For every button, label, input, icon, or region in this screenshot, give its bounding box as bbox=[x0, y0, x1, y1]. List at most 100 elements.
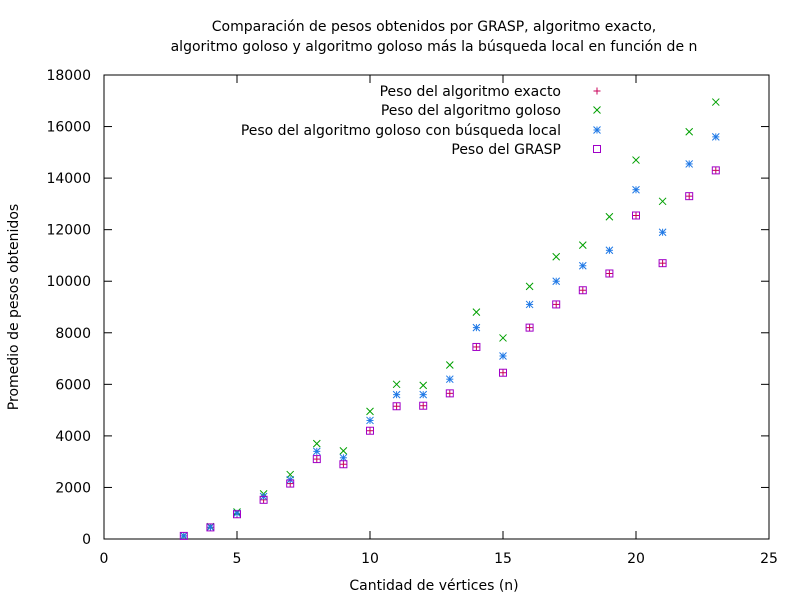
marker-stroke bbox=[286, 479, 295, 488]
data-point bbox=[525, 323, 534, 332]
data-point bbox=[446, 389, 454, 397]
marker-stroke bbox=[472, 308, 481, 317]
data-point bbox=[711, 98, 720, 106]
data-point bbox=[313, 455, 321, 463]
data-point bbox=[552, 252, 561, 261]
marker-stroke bbox=[499, 334, 507, 342]
data-point bbox=[499, 352, 507, 360]
marker-stroke bbox=[605, 212, 614, 221]
data-point bbox=[366, 407, 374, 416]
legend: Peso del algoritmo exacto Peso del algori… bbox=[241, 84, 601, 158]
marker-stroke bbox=[578, 286, 587, 295]
data-point bbox=[552, 300, 560, 308]
legend-label: Peso del algoritmo goloso bbox=[381, 103, 561, 119]
marker-stroke bbox=[419, 381, 428, 390]
marker-stroke bbox=[711, 98, 720, 106]
data-marks bbox=[179, 98, 720, 540]
marker-stroke bbox=[392, 402, 401, 411]
series-4 bbox=[179, 166, 720, 540]
data-point bbox=[525, 300, 534, 309]
data-point bbox=[472, 343, 480, 351]
marker-stroke bbox=[472, 323, 481, 332]
marker-stroke bbox=[552, 252, 561, 261]
data-point bbox=[392, 390, 401, 399]
data-point bbox=[578, 241, 587, 249]
y-tick-label: 16000 bbox=[46, 120, 91, 136]
data-point bbox=[472, 308, 481, 317]
marker-stroke bbox=[339, 446, 348, 455]
marker-stroke bbox=[233, 510, 241, 519]
x-tick-label: 5 bbox=[233, 551, 242, 567]
data-point bbox=[632, 156, 640, 164]
legend-marker bbox=[593, 145, 601, 153]
legend-label: Peso del algoritmo exacto bbox=[380, 84, 561, 100]
data-point bbox=[552, 277, 561, 286]
data-point bbox=[579, 286, 587, 294]
marker-stroke bbox=[605, 269, 614, 278]
axis-ticks: 0 5 10 15 20 25 0 2000 4000 6000 8000 10000 12000 140… bbox=[46, 68, 777, 567]
marker-stroke bbox=[525, 300, 534, 309]
data-point bbox=[339, 460, 347, 468]
data-point bbox=[392, 380, 401, 389]
data-point bbox=[339, 460, 348, 469]
marker-stroke bbox=[632, 211, 640, 220]
series-1 bbox=[180, 166, 720, 540]
data-point bbox=[658, 259, 667, 268]
y-tick-label: 10000 bbox=[46, 274, 91, 290]
marker-stroke bbox=[499, 368, 507, 377]
chart-title-line-2: algoritmo goloso y algoritmo goloso más … bbox=[171, 39, 698, 55]
y-tick-label: 18000 bbox=[46, 68, 91, 84]
marker-stroke bbox=[445, 389, 454, 398]
data-point bbox=[366, 427, 374, 435]
marker-stroke bbox=[632, 156, 640, 164]
data-point bbox=[419, 381, 428, 390]
data-point bbox=[605, 246, 614, 255]
data-point bbox=[179, 531, 188, 540]
data-point bbox=[632, 185, 640, 194]
data-point bbox=[286, 479, 295, 488]
marker-stroke bbox=[312, 455, 321, 464]
data-point bbox=[339, 446, 348, 455]
data-point bbox=[499, 368, 507, 377]
data-point bbox=[685, 127, 694, 136]
data-point bbox=[366, 426, 374, 435]
marker-stroke bbox=[392, 390, 401, 399]
data-point bbox=[206, 523, 215, 532]
marker-stroke bbox=[593, 106, 601, 114]
y-tick-label: 8000 bbox=[55, 326, 91, 342]
marker-stroke bbox=[658, 197, 667, 206]
x-tick-label: 20 bbox=[627, 551, 645, 567]
legend-label: Peso del GRASP bbox=[451, 142, 561, 158]
data-point bbox=[685, 192, 694, 201]
legend-marker bbox=[593, 126, 601, 134]
marker-stroke bbox=[392, 380, 401, 389]
marker-stroke bbox=[259, 495, 268, 504]
data-point bbox=[206, 523, 215, 531]
y-tick-label: 6000 bbox=[55, 377, 91, 393]
y-tick-label: 2000 bbox=[55, 480, 91, 496]
marker-stroke bbox=[658, 228, 667, 237]
data-point bbox=[711, 133, 720, 141]
data-point bbox=[419, 401, 428, 410]
legend-label: Peso del algoritmo goloso con búsqueda l… bbox=[241, 123, 561, 139]
data-point bbox=[632, 211, 640, 219]
marker-stroke bbox=[499, 352, 507, 360]
x-tick-label: 0 bbox=[100, 551, 109, 567]
data-point bbox=[312, 439, 321, 448]
chart-title-line-1: Comparación de pesos obtenidos por GRASP… bbox=[212, 19, 656, 35]
marker-stroke bbox=[445, 375, 454, 384]
data-point bbox=[233, 510, 241, 519]
plot-frame bbox=[103, 74, 770, 540]
y-tick-label: 0 bbox=[82, 532, 91, 548]
x-tick-label: 25 bbox=[760, 551, 778, 567]
marker-stroke bbox=[339, 460, 348, 469]
marker-stroke bbox=[578, 261, 587, 270]
marker-stroke bbox=[366, 426, 374, 435]
data-point bbox=[445, 375, 454, 384]
marker-stroke bbox=[525, 282, 534, 291]
marker-stroke bbox=[552, 300, 561, 309]
data-point bbox=[393, 402, 401, 410]
marker-stroke bbox=[179, 531, 188, 540]
y-tick-label: 12000 bbox=[46, 223, 91, 239]
